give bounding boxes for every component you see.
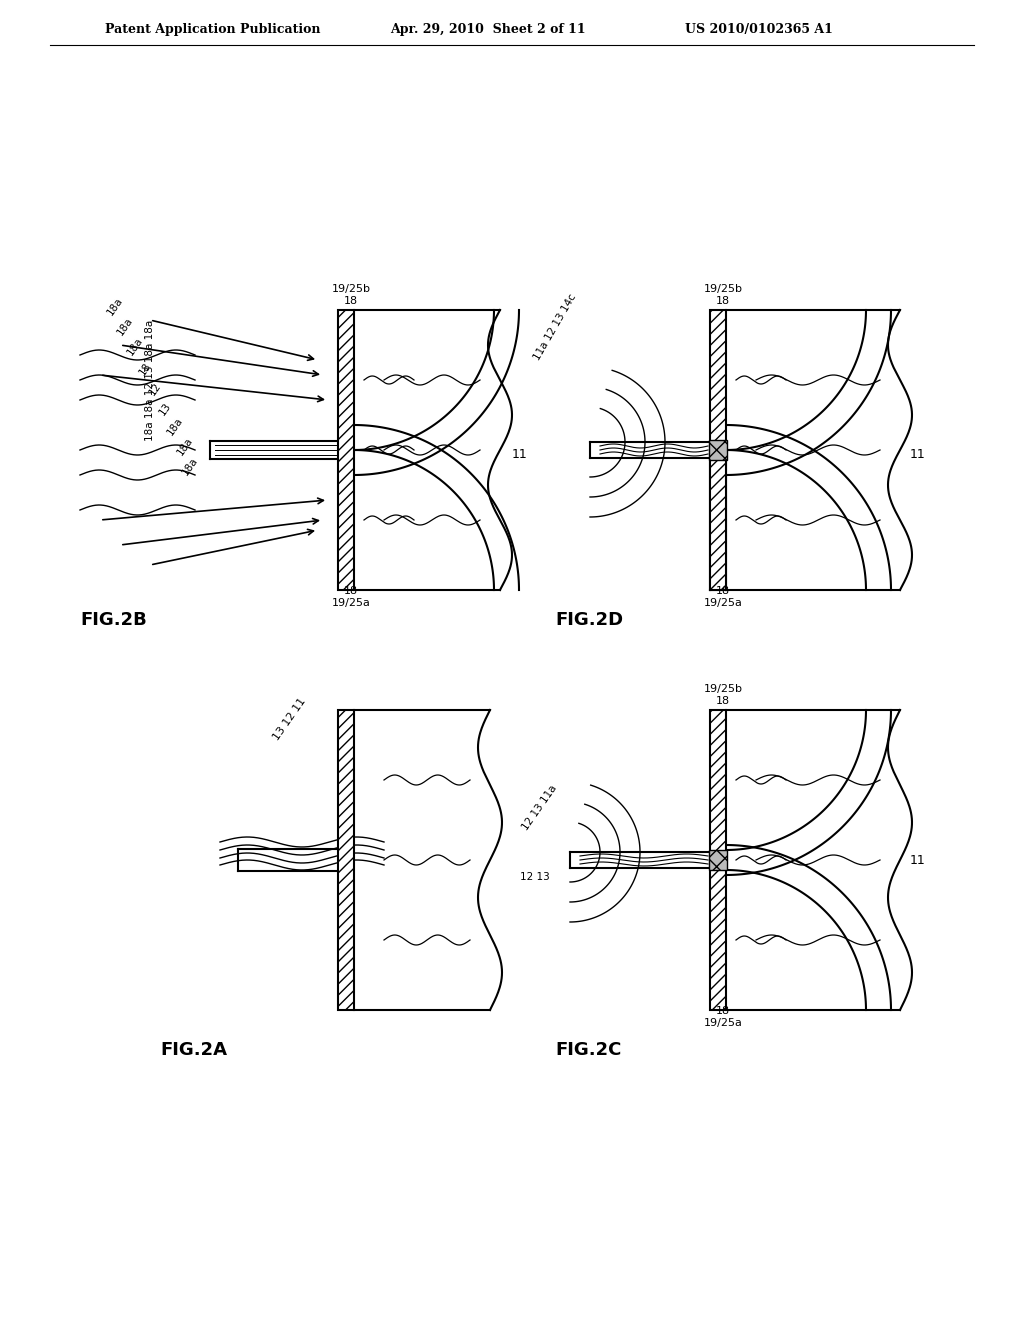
Text: US 2010/0102365 A1: US 2010/0102365 A1 <box>685 24 833 37</box>
Text: 19/25a: 19/25a <box>703 1018 742 1028</box>
Text: 11: 11 <box>910 854 926 866</box>
Text: 19/25a: 19/25a <box>703 598 742 609</box>
Text: 18: 18 <box>137 360 153 378</box>
Text: 19/25b: 19/25b <box>332 284 371 294</box>
Text: 18: 18 <box>344 296 358 306</box>
Text: FIG.2A: FIG.2A <box>160 1041 227 1059</box>
Text: 19/25b: 19/25b <box>703 284 742 294</box>
Text: 18: 18 <box>716 586 730 597</box>
Text: 18a: 18a <box>175 436 195 457</box>
Text: 18a: 18a <box>165 416 184 437</box>
Text: 18: 18 <box>716 1006 730 1016</box>
Bar <box>338 310 354 590</box>
Text: 13: 13 <box>157 400 173 417</box>
Bar <box>338 710 354 1010</box>
Bar <box>709 850 727 870</box>
Text: 18a: 18a <box>116 315 135 337</box>
Bar <box>710 310 726 590</box>
Text: 12 13: 12 13 <box>520 873 550 882</box>
Text: FIG.2C: FIG.2C <box>555 1041 622 1059</box>
Text: 12 13 11a: 12 13 11a <box>521 783 559 832</box>
Text: 18: 18 <box>716 696 730 706</box>
Text: 18a: 18a <box>125 335 144 356</box>
Text: 13 12 11: 13 12 11 <box>271 696 308 742</box>
Text: 11a 12 13 14c: 11a 12 13 14c <box>531 292 579 362</box>
Bar <box>709 440 727 459</box>
Text: FIG.2D: FIG.2D <box>555 611 624 630</box>
Text: 12: 12 <box>147 380 163 397</box>
Text: FIG.2B: FIG.2B <box>80 611 146 630</box>
Text: 18: 18 <box>344 586 358 597</box>
Bar <box>710 710 726 1010</box>
Text: 11: 11 <box>512 449 527 462</box>
Text: 18a: 18a <box>180 455 200 477</box>
Text: 19/25b: 19/25b <box>703 684 742 694</box>
Text: Apr. 29, 2010  Sheet 2 of 11: Apr. 29, 2010 Sheet 2 of 11 <box>390 24 586 37</box>
Text: 18: 18 <box>716 296 730 306</box>
Text: 18a: 18a <box>105 296 125 317</box>
Text: Patent Application Publication: Patent Application Publication <box>105 24 321 37</box>
Text: 18a 18a 12 13 18a 18a: 18a 18a 12 13 18a 18a <box>145 319 155 441</box>
Text: 19/25a: 19/25a <box>332 598 371 609</box>
Text: 11: 11 <box>910 449 926 462</box>
